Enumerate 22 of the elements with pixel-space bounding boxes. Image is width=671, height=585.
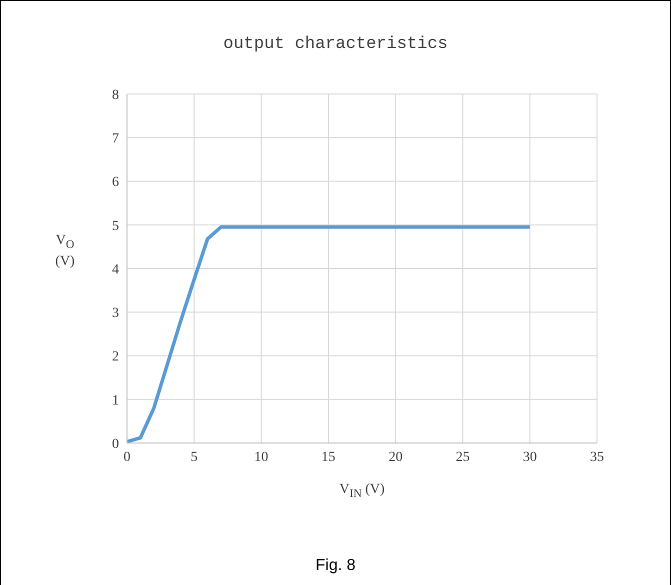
chart-title: output characteristics — [222, 35, 449, 54]
y-tick-label: 2 — [112, 350, 119, 365]
y-tick-label: 7 — [112, 132, 119, 147]
x-tick-label: 15 — [321, 450, 336, 465]
caption: Fig. 8 — [314, 557, 356, 575]
x-tick-label: 20 — [388, 450, 403, 465]
y-tick-label: 3 — [112, 306, 119, 322]
x-tick-label: 10 — [254, 450, 268, 465]
y-axis-title: V$_{O}$ (V) — [54, 232, 76, 270]
y-tick-label: 0 — [112, 436, 119, 452]
x-tick-label: 30 — [522, 450, 537, 465]
line-series — [127, 225, 532, 443]
x-tick-label: 0 — [124, 450, 130, 465]
x-tick-label: 5 — [190, 450, 198, 465]
y-tick-label: 4 — [112, 262, 119, 278]
x-tick-label: 25 — [456, 450, 470, 465]
y-tick-label: 8 — [112, 88, 119, 103]
x-axis-title: V$_{IN}$ (V) — [338, 482, 386, 500]
y-tick-label: 5 — [112, 218, 119, 234]
y-tick-label: 1 — [112, 393, 119, 408]
x-tick-label: 35 — [590, 450, 604, 465]
y-tick-label: 6 — [112, 175, 119, 190]
